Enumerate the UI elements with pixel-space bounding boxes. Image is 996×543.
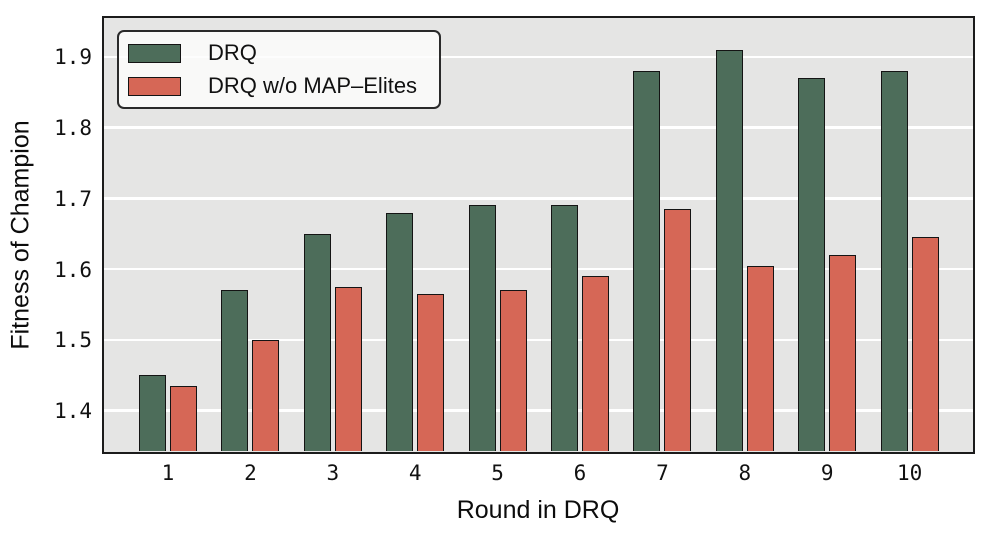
x-tick-label-7: 7 <box>656 461 669 485</box>
x-tick-label-10: 10 <box>896 461 923 485</box>
bar-drq-round-8 <box>715 49 743 451</box>
bar-drq-wo-map-elites-round-7 <box>664 209 692 451</box>
x-tick-label-3: 3 <box>326 461 340 485</box>
drq-color-swatch <box>128 43 181 63</box>
drq-wo-map-elites-color-swatch <box>128 76 181 96</box>
bar-drq-wo-map-elites-round-5 <box>499 290 527 451</box>
legend-item-drq: DRQ <box>128 40 417 65</box>
plot-area: DRQ DRQ w/o MAP–Elites <box>102 16 975 454</box>
bar-drq-round-10 <box>880 71 908 451</box>
x-tick-label-9: 9 <box>820 461 834 485</box>
plot-canvas <box>104 18 973 452</box>
bar-drq-round-3 <box>303 233 331 451</box>
legend-label-drq: DRQ <box>208 40 257 65</box>
gridline-1.8 <box>104 126 973 129</box>
legend: DRQ DRQ w/o MAP–Elites <box>117 30 442 110</box>
y-tick-label-1.5: 1.5 <box>54 328 92 353</box>
bar-drq-wo-map-elites-round-1 <box>170 385 197 451</box>
x-tick-label-1: 1 <box>161 461 175 485</box>
gridline-1.4 <box>104 409 973 412</box>
x-tick-label-5: 5 <box>491 461 504 485</box>
bar-drq-wo-map-elites-round-10 <box>911 237 939 451</box>
y-tick-label-1.4: 1.4 <box>54 399 92 424</box>
bar-drq-round-2 <box>221 290 249 451</box>
x-tick-label-6: 6 <box>573 461 587 485</box>
bar-drq-round-4 <box>386 212 414 451</box>
gridline-1.5 <box>104 338 973 342</box>
bar-drq-round-1 <box>139 375 166 451</box>
legend-item-drq-wo-map-elites: DRQ w/o MAP–Elites <box>128 73 418 99</box>
bar-drq-wo-map-elites-round-3 <box>334 286 362 451</box>
y-tick-label-1.8: 1.8 <box>54 116 92 141</box>
bar-drq-wo-map-elites-round-9 <box>829 255 857 451</box>
x-axis-label: Round in DRQ <box>456 496 620 524</box>
bar-drq-wo-map-elites-round-4 <box>417 293 445 451</box>
y-tick-label-1.9: 1.9 <box>54 45 92 70</box>
bar-drq-round-6 <box>551 205 578 451</box>
y-tick-label-1.7: 1.7 <box>54 186 92 211</box>
bar-drq-wo-map-elites-round-6 <box>582 276 609 451</box>
bar-drq-wo-map-elites-round-8 <box>746 265 774 451</box>
bar-drq-round-5 <box>468 205 496 451</box>
x-tick-label-2: 2 <box>244 461 257 485</box>
x-tick-label-4: 4 <box>408 461 422 485</box>
bar-drq-round-7 <box>633 71 661 451</box>
y-axis-label: Fitness of Champion <box>6 120 35 350</box>
gridline-1.6 <box>104 267 973 271</box>
y-tick-label-1.6: 1.6 <box>54 257 92 282</box>
x-tick-label-8: 8 <box>738 461 752 485</box>
bar-drq-wo-map-elites-round-2 <box>252 339 280 451</box>
legend-label-drq-wo-map-elites: DRQ w/o MAP–Elites <box>208 73 418 99</box>
gridline-1.7 <box>104 197 973 200</box>
bar-drq-round-9 <box>798 78 826 451</box>
gridline-1.9 <box>104 55 973 59</box>
